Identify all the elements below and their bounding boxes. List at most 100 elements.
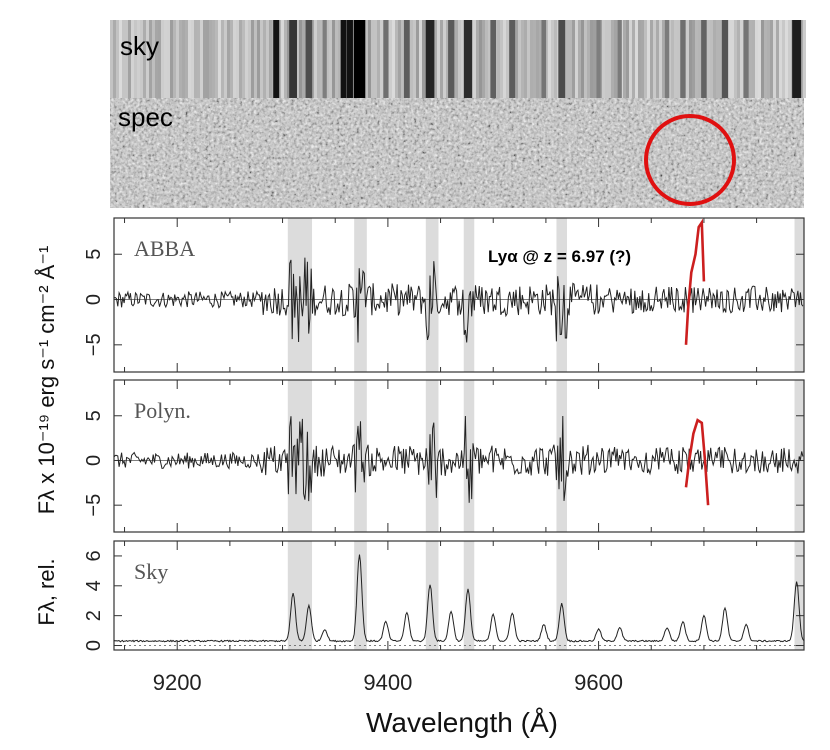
sky-stripe	[173, 20, 176, 98]
sky-stripe	[203, 20, 206, 98]
sky-stripe	[584, 20, 587, 98]
lya-feature-line	[684, 218, 706, 345]
sky-emission-stripe	[701, 20, 707, 98]
sky-line-band	[794, 218, 804, 372]
sky-emission-stripe	[305, 20, 313, 98]
sky-emission-stripe	[340, 20, 347, 98]
sky-stripe	[128, 20, 131, 98]
sky-stripe	[662, 20, 665, 98]
sky-stripe	[332, 20, 335, 98]
sky-stripe	[239, 20, 242, 98]
sky-emission-stripe	[346, 20, 353, 98]
sky-stripe	[527, 20, 530, 98]
sky-stripe	[224, 20, 227, 98]
sky-stripe	[446, 20, 449, 98]
sky-stripe	[137, 20, 140, 98]
sky-stripe	[374, 20, 377, 98]
sky-stripe	[194, 20, 197, 98]
sky-stripe	[437, 20, 440, 98]
y-tick-label: 4	[83, 580, 105, 591]
sky-stripe	[182, 20, 185, 98]
sky-stripe	[389, 20, 392, 98]
sky-stripe	[395, 20, 398, 98]
sky-stripe	[329, 20, 332, 98]
sky-stripe	[713, 20, 716, 98]
sky-stripe	[311, 20, 314, 98]
sky-stripe	[716, 20, 719, 98]
sky-stripe	[170, 20, 173, 98]
sky-stripe	[377, 20, 380, 98]
sky-stripe	[221, 20, 224, 98]
sky-stripe	[110, 20, 113, 98]
sky-stripe	[440, 20, 443, 98]
polyn-spectrum-line	[113, 415, 804, 503]
sky-stripe	[548, 20, 551, 98]
sky-stripe	[455, 20, 458, 98]
sky-stripe	[656, 20, 659, 98]
sky-stripe	[644, 20, 647, 98]
sky-stripe	[545, 20, 548, 98]
sky-stripe	[593, 20, 596, 98]
sky-stripe	[284, 20, 287, 98]
sky-stripe	[257, 20, 260, 98]
y-axis-title-relative: Fλ, rel.	[34, 558, 59, 625]
sky-stripe	[572, 20, 575, 98]
sky-stripe	[335, 20, 338, 98]
spec-image: spec	[110, 98, 804, 208]
sky-stripe	[149, 20, 152, 98]
polyn-panel-label: Polyn.	[134, 398, 191, 423]
sky-stripe	[278, 20, 281, 98]
sky-stripe	[710, 20, 713, 98]
sky-stripe	[554, 20, 557, 98]
sky-stripe	[740, 20, 743, 98]
sky-stripe	[191, 20, 194, 98]
sky-stripe	[671, 20, 674, 98]
sky-stripe	[227, 20, 230, 98]
sky-stripe	[314, 20, 317, 98]
sky-stripe	[461, 20, 464, 98]
sky-stripe	[131, 20, 134, 98]
sky-stripe	[605, 20, 608, 98]
sky-stripe	[623, 20, 626, 98]
sky-emission-stripe	[403, 20, 410, 98]
sky-panel-label: Sky	[134, 559, 168, 584]
sky-stripe	[539, 20, 542, 98]
y-tick-label: 0	[83, 294, 105, 305]
sky-stripe	[761, 20, 764, 98]
sky-stripe	[263, 20, 266, 98]
sky-stripe	[167, 20, 170, 98]
sky-stripe	[638, 20, 641, 98]
sky-stripe	[206, 20, 209, 98]
sky-emission-stripe	[596, 20, 601, 98]
sky-stripe	[368, 20, 371, 98]
sky-stripe	[176, 20, 179, 98]
sky-stripe	[614, 20, 617, 98]
sky-emission-stripe	[792, 20, 802, 98]
y-tick-label: 2	[83, 610, 105, 621]
sky-stripe	[692, 20, 695, 98]
sky-emission-stripe	[322, 20, 327, 98]
abba-spectrum-line	[113, 257, 804, 343]
sky-stripe	[698, 20, 701, 98]
sky-stripe	[734, 20, 737, 98]
sky-stripe	[626, 20, 629, 98]
x-tick-label: 9600	[574, 670, 623, 695]
sky-stripe	[632, 20, 635, 98]
sky-stripe	[413, 20, 416, 98]
y-tick-label: 6	[83, 550, 105, 561]
sky-stripe	[458, 20, 461, 98]
sky-stripe	[581, 20, 584, 98]
y-tick-label: −5	[83, 333, 105, 356]
sky-line-band	[794, 380, 804, 532]
sky-emission-stripe	[558, 20, 566, 98]
y-tick-label: 5	[83, 249, 105, 260]
sky-stripe	[755, 20, 758, 98]
sky-stripe	[242, 20, 245, 98]
sky-stripe	[773, 20, 776, 98]
sky-stripe	[485, 20, 488, 98]
sky-emission-stripe	[425, 20, 435, 98]
sky-stripe	[629, 20, 632, 98]
sky-stripe	[551, 20, 554, 98]
sky-stripe	[365, 20, 368, 98]
